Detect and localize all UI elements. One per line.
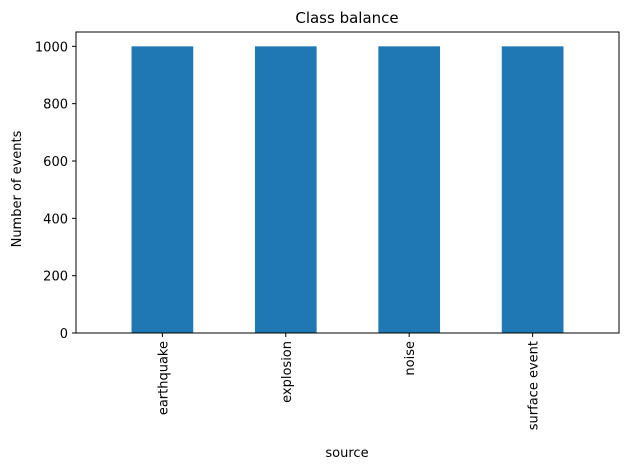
- bars-group: [131, 46, 564, 333]
- x-tick-label: earthquake: [156, 341, 171, 415]
- x-axis: earthquake explosion noise surface event: [156, 333, 542, 430]
- bar-earthquake: [131, 46, 194, 333]
- y-tick-label: 1000: [35, 40, 68, 55]
- x-tick-label: noise: [403, 341, 418, 376]
- bar-explosion: [254, 46, 317, 333]
- plot-frame: [75, 31, 620, 334]
- y-tick-label: 800: [43, 98, 68, 113]
- y-tick-label: 0: [60, 327, 68, 342]
- x-axis-label: source: [325, 446, 368, 461]
- y-tick-label: 400: [43, 212, 68, 227]
- x-tick-label: surface event: [527, 341, 542, 430]
- y-axis-label: Number of events: [10, 130, 25, 247]
- x-tick-label: explosion: [280, 341, 295, 403]
- y-tick-label: 600: [43, 155, 68, 170]
- y-axis: 0 200 400 600 800 1000: [35, 40, 76, 342]
- bar-surface-event: [501, 46, 564, 333]
- chart-title: Class balance: [295, 9, 398, 27]
- y-tick-label: 200: [43, 270, 68, 285]
- bar-noise: [378, 46, 441, 333]
